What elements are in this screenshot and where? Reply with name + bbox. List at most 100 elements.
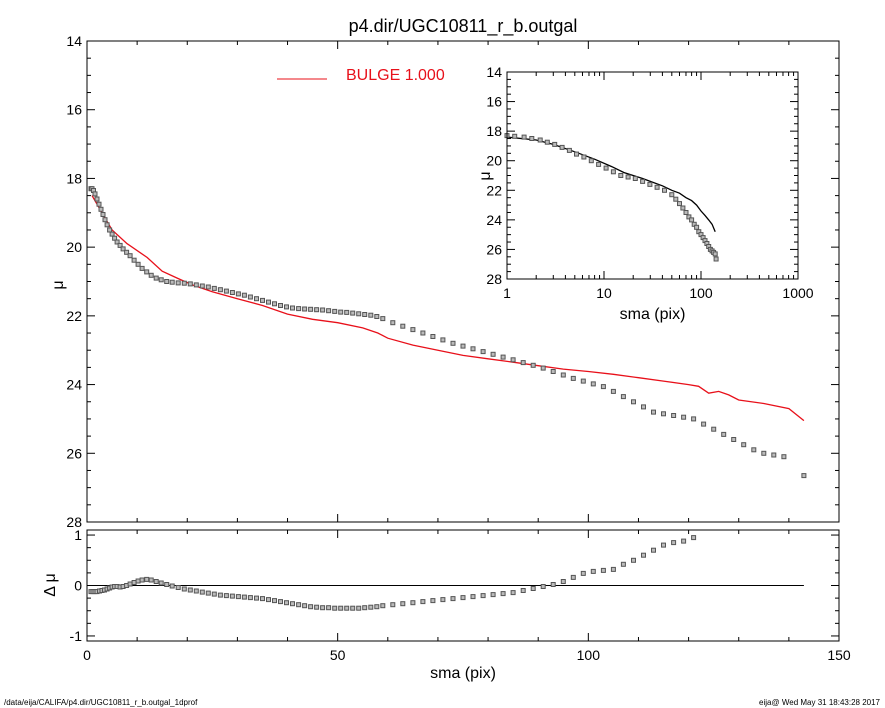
inset-y-tick-label: 18 <box>486 123 502 139</box>
inset-data-point <box>596 161 602 167</box>
inset-x-tick-label: 1000 <box>782 285 813 301</box>
main-y-tick-label: 18 <box>66 170 82 186</box>
main-model-line <box>91 195 805 422</box>
main-data-point <box>131 257 137 263</box>
inset-data-point <box>713 256 719 262</box>
resid-data-point <box>158 580 164 586</box>
resid-data-point <box>420 599 426 605</box>
resid-data-point <box>380 603 386 609</box>
resid-data-point <box>235 594 241 600</box>
resid-data-point <box>410 600 416 606</box>
main-data-point <box>205 284 211 290</box>
main-data-point <box>651 409 656 415</box>
resid-data-point <box>344 605 350 611</box>
main-data-point <box>362 312 368 317</box>
main-data-point <box>229 290 235 295</box>
inset-x-tick-label: 1 <box>503 285 511 301</box>
main-data-point <box>314 307 320 313</box>
main-data-point <box>127 253 133 259</box>
resid-data-point <box>681 538 687 544</box>
resid-data-point <box>350 605 356 611</box>
main-data-point <box>721 431 727 437</box>
resid-data-point <box>570 574 576 580</box>
resid-data-point <box>181 586 187 592</box>
main-data-point <box>181 280 187 286</box>
resid-data-point <box>229 593 235 599</box>
main-data-point <box>107 227 113 233</box>
inset-data-point <box>588 158 594 164</box>
main-data-point <box>356 311 362 317</box>
inset-data-point <box>669 192 675 198</box>
main-data-point <box>96 201 102 207</box>
main-data-point <box>235 291 241 297</box>
main-data-point <box>320 307 326 313</box>
resid-y-tick-label: -1 <box>70 628 83 644</box>
inset-data-point <box>673 196 679 202</box>
inset-data-point <box>574 151 579 157</box>
main-data-point <box>600 384 606 390</box>
inset-data-point <box>662 187 667 193</box>
main-data-point <box>302 306 308 312</box>
resid-data-point <box>193 588 199 594</box>
main-data-point <box>102 217 108 223</box>
inset-data-point <box>689 217 695 223</box>
resid-data-point <box>326 605 332 611</box>
inset-data-point <box>610 169 616 175</box>
inset-model-line <box>506 136 716 232</box>
main-data-point <box>490 351 496 357</box>
main-data-point <box>390 320 396 326</box>
resid-data-point <box>540 584 546 589</box>
inset-x-tick-label: 10 <box>596 285 612 301</box>
inset-y-tick-label: 20 <box>486 153 502 169</box>
residual-panel: 0 50 100 150-101 sma (pix) Δ μ <box>42 527 851 682</box>
resid-data-point <box>368 604 374 610</box>
main-data-point <box>590 381 596 387</box>
main-data-point <box>671 413 677 418</box>
main-panel: 14 16 18 20 22 24 26 28 μ BULGE 1.000 <box>50 33 840 530</box>
main-data-point <box>308 306 314 312</box>
resid-data-point <box>296 602 302 608</box>
resid-y-tick-label: 1 <box>74 527 82 543</box>
inset-data-point <box>529 136 535 141</box>
resid-data-point <box>631 557 636 563</box>
residual-plot-area <box>87 535 804 611</box>
inset-y-tick-label: 14 <box>486 64 502 80</box>
main-y-tick-label: 28 <box>66 514 82 530</box>
main-data-point <box>610 388 616 394</box>
resid-data-point <box>278 599 283 605</box>
resid-data-point <box>223 593 229 599</box>
resid-data-point <box>247 595 253 601</box>
resid-data-point <box>651 547 656 553</box>
inset-data-point <box>625 174 631 180</box>
main-data-point <box>400 323 406 329</box>
main-data-point <box>94 196 100 202</box>
resid-data-point <box>620 561 626 567</box>
main-data-point <box>731 437 737 442</box>
resid-x-tick-label: 100 <box>577 647 601 663</box>
inset-y-tick-label: 16 <box>486 94 502 110</box>
inset-y-axis-title: μ <box>477 171 494 180</box>
main-data-point <box>380 316 386 322</box>
main-data-point <box>440 337 446 343</box>
resid-data-point <box>290 601 295 607</box>
main-data-point <box>344 309 350 315</box>
resid-data-point <box>338 605 344 611</box>
resid-data-point <box>211 591 217 597</box>
resid-data-point <box>148 577 154 583</box>
main-data-point <box>771 452 777 458</box>
resid-data-point <box>440 597 446 603</box>
main-data-point <box>681 414 687 420</box>
main-data-point <box>92 191 98 197</box>
main-data-point <box>260 297 265 303</box>
main-axis-ticks: 14 16 18 20 22 24 26 28 <box>66 33 840 530</box>
main-plot-area <box>88 186 807 479</box>
resid-data-point <box>550 582 556 587</box>
resid-data-point <box>139 577 145 583</box>
main-data-point <box>761 450 767 456</box>
resid-data-point <box>580 570 586 576</box>
main-data-point <box>801 473 807 479</box>
resid-data-point <box>560 579 566 584</box>
main-data-point <box>254 296 259 302</box>
resid-data-point <box>390 602 396 608</box>
main-y-tick-label: 20 <box>66 239 82 255</box>
